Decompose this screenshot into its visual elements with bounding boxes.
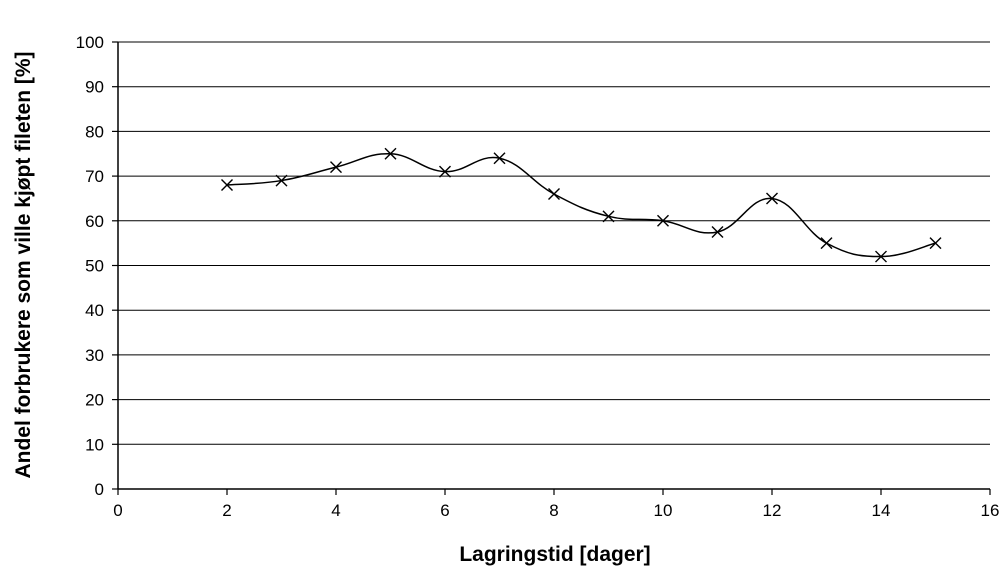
x-tick-label: 4 — [331, 501, 340, 520]
x-tick-label: 10 — [654, 501, 673, 520]
data-point-marker — [548, 187, 560, 200]
x-tick-label: 8 — [549, 501, 558, 520]
data-point-marker — [384, 147, 397, 160]
y-tick-label: 60 — [85, 212, 104, 231]
x-tick-label: 2 — [222, 501, 231, 520]
data-point-marker — [602, 210, 615, 223]
y-tick-label: 0 — [95, 480, 104, 499]
data-point-marker — [330, 161, 342, 174]
y-tick-label: 100 — [76, 33, 104, 52]
gridlines — [118, 41, 990, 445]
series — [221, 147, 942, 263]
data-point-marker — [493, 152, 506, 165]
x-tick-label: 12 — [763, 501, 782, 520]
data-point-marker — [711, 225, 724, 238]
y-axis-title: Andel forbrukere som ville kjøpt fileten… — [12, 51, 35, 478]
data-point-marker — [275, 174, 288, 187]
y-tick-label: 50 — [85, 257, 104, 276]
y-tick-label: 10 — [85, 435, 104, 454]
y-tick-label: 20 — [85, 391, 104, 410]
x-tick-label: 0 — [113, 501, 122, 520]
data-point-marker — [929, 237, 942, 250]
x-axis-title: Lagringstid [dager] — [459, 543, 650, 566]
y-tick-label: 30 — [85, 346, 104, 365]
y-tick-label: 90 — [85, 78, 104, 97]
y-tick-labels: 0 10 20 30 40 50 60 70 80 90 100 — [76, 33, 118, 499]
data-point-marker — [221, 179, 233, 192]
series-line — [226, 152, 936, 258]
data-point-marker — [766, 192, 778, 205]
data-point-marker — [439, 165, 451, 178]
x-tick-label: 16 — [981, 501, 1000, 520]
y-tick-label: 70 — [85, 167, 104, 186]
y-tick-label: 40 — [85, 301, 104, 320]
data-point-marker — [875, 250, 887, 263]
data-point-marker — [820, 237, 833, 250]
x-tick-labels: 0 2 4 6 8 10 12 14 16 — [113, 489, 999, 520]
x-tick-label: 14 — [872, 501, 891, 520]
data-point-marker — [657, 214, 669, 227]
x-tick-label: 6 — [440, 501, 449, 520]
y-tick-label: 80 — [85, 122, 104, 141]
